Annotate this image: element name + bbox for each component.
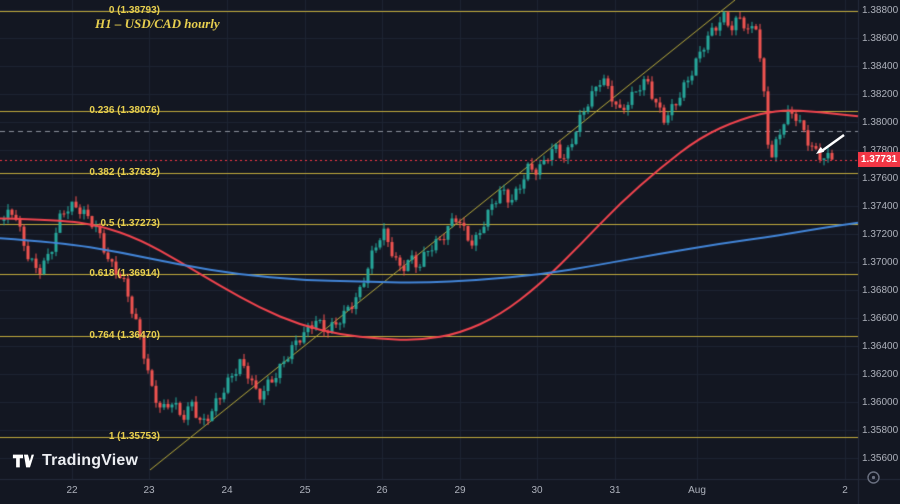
price-axis-label: 1.38600 — [862, 32, 899, 44]
price-axis-label: 1.37200 — [862, 228, 899, 240]
fib-level-label: 1 (1.35753) — [108, 430, 160, 442]
price-axis-label: 1.37400 — [862, 200, 899, 212]
time-axis-label: 23 — [143, 485, 155, 496]
price-axis-label: 1.37000 — [862, 256, 899, 268]
time-axis-label: 22 — [66, 485, 78, 496]
price-axis-label: 1.38200 — [862, 88, 899, 100]
tradingview-logo-text: TradingView — [42, 452, 139, 469]
fib-level-label: 0.5 (1.37273) — [100, 217, 161, 229]
fib-level-label: 0.382 (1.37632) — [89, 167, 160, 179]
time-axis-label: Aug — [688, 485, 706, 496]
price-arrow-annotation — [816, 133, 845, 154]
tradingview-logo-icon — [12, 454, 34, 468]
price-axis-label: 1.35600 — [862, 452, 899, 464]
fib-level-label: 0.764 (1.36470) — [89, 330, 160, 342]
price-axis-label: 1.36200 — [862, 368, 899, 380]
time-axis-label: 24 — [221, 485, 233, 496]
price-axis-label: 1.35800 — [862, 424, 899, 436]
price-axis-label: 1.38000 — [862, 116, 899, 128]
chart-title-annotation: H1 – USD/CAD hourly — [95, 16, 220, 31]
last-price-value: 1.37731 — [860, 154, 898, 166]
last-price-badge: 1.37731 — [858, 152, 900, 168]
time-axis-label: 2 — [842, 485, 848, 496]
price-axis-label: 1.38400 — [862, 60, 899, 72]
tradingview-logo[interactable]: TradingView — [12, 450, 138, 472]
fib-level-label: 0.236 (1.38076) — [89, 105, 160, 117]
time-axis-label: 26 — [376, 485, 388, 496]
time-axis-label: 31 — [609, 485, 621, 496]
price-axis-label: 1.36400 — [862, 340, 899, 352]
price-axis-label: 1.37600 — [862, 172, 899, 184]
price-axis-label: 1.37800 — [862, 144, 899, 156]
time-axis-label: 30 — [531, 485, 543, 496]
fib-level-label: 0.618 (1.36914) — [89, 267, 160, 279]
fib-level-label: 0 (1.38793) — [108, 4, 160, 16]
price-axis-label: 1.36600 — [862, 312, 899, 324]
price-axis-label: 1.38800 — [862, 4, 899, 16]
time-axis-label: 29 — [454, 485, 466, 496]
time-axis-label: 25 — [299, 485, 311, 496]
price-axis-label: 1.36800 — [862, 284, 899, 296]
corner-circle-icon[interactable] — [866, 470, 881, 485]
price-axis-label: 1.36000 — [862, 396, 899, 408]
